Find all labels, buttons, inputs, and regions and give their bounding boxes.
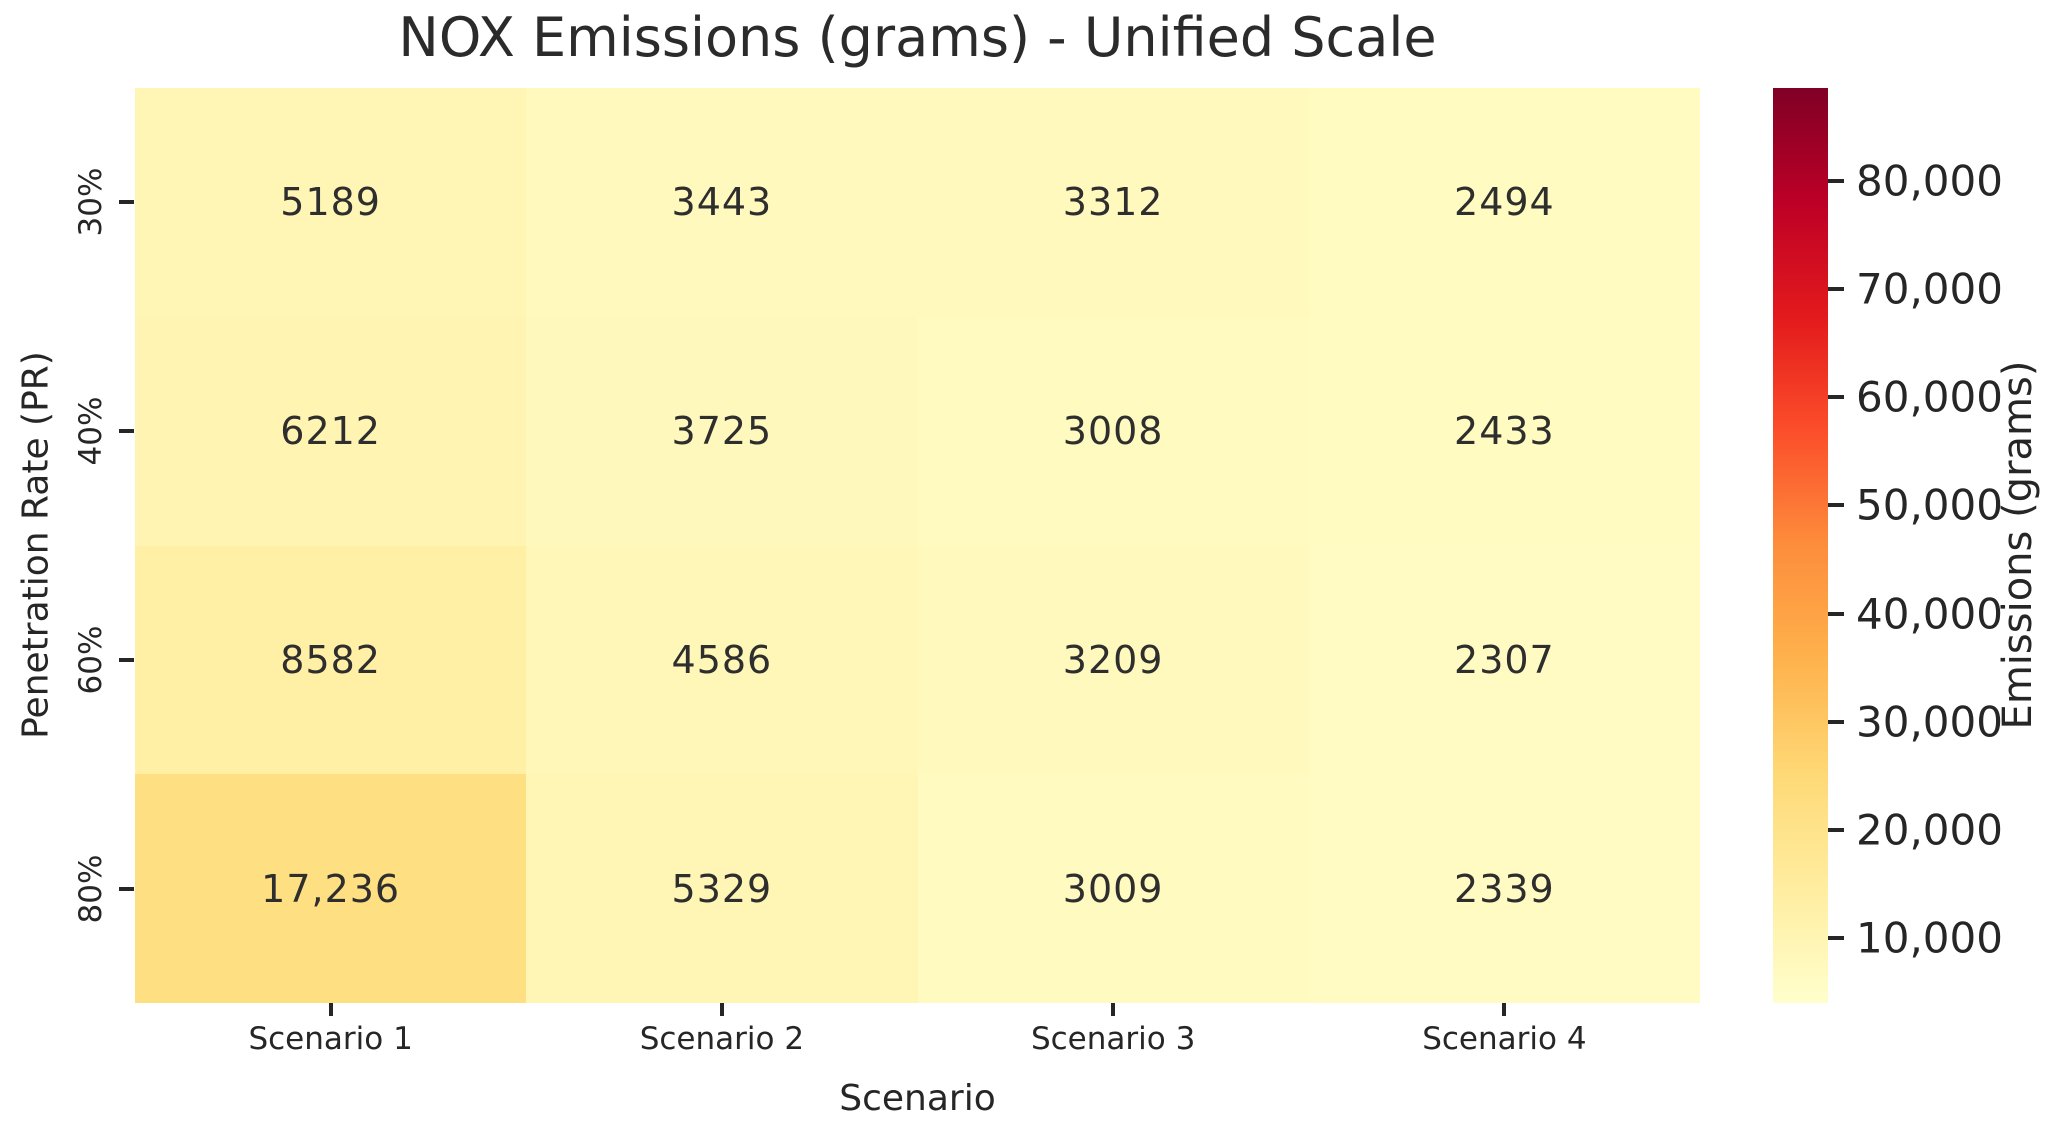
y-tick-label: 40% (73, 396, 109, 466)
cell-value-label: 3008 (1062, 409, 1164, 454)
colorbar-gradient (1773, 88, 1828, 1003)
cell-value-label: 5189 (280, 180, 381, 225)
cell-value-label: 2307 (1454, 637, 1555, 682)
colorbar-tick-mark (1828, 503, 1844, 508)
heatmap-plot-area: 5189 3443 3312 2494 6212 3725 3008 2433 8582 4586… (135, 88, 1700, 1003)
x-tick-mark (1111, 1003, 1116, 1016)
heatmap-cell: 2339 (1308, 774, 1700, 1003)
heatmap-cell: 3443 (526, 88, 918, 317)
heatmap-cell: 8582 (135, 545, 527, 775)
x-tick-label: Scenario 3 (1030, 1021, 1196, 1057)
colorbar-tick-mark (1828, 611, 1844, 616)
cell-value-label: 17,236 (261, 866, 401, 911)
y-tick-mark (119, 657, 134, 662)
x-tick-mark (1502, 1003, 1507, 1016)
heatmap-cell: 3725 (526, 316, 918, 546)
colorbar-tick-mark (1828, 179, 1844, 183)
heatmap-cell: 3312 (917, 88, 1309, 317)
x-tick-mark (719, 1003, 724, 1016)
chart-title: NOX Emissions (grams) - Unified Scale (398, 6, 1437, 69)
colorbar-tick-label: 50,000 (1856, 480, 2003, 530)
heatmap-cell: 2307 (1308, 545, 1700, 775)
colorbar-tick-label: 20,000 (1856, 805, 2003, 855)
heatmap-cell: 5189 (135, 88, 527, 317)
cell-value-label: 3009 (1062, 866, 1164, 911)
y-tick-mark (119, 200, 134, 205)
y-tick-mark (119, 429, 134, 434)
colorbar-tick-label: 80,000 (1856, 156, 2003, 206)
heatmap-cell: 5329 (526, 774, 918, 1003)
x-tick-label: Scenario 2 (639, 1021, 805, 1057)
y-axis-title: Penetration Rate (PR) (15, 351, 57, 739)
cell-value-label: 2339 (1454, 866, 1555, 911)
colorbar-tick-label: 60,000 (1856, 372, 2003, 422)
heatmap-cell: 3008 (917, 316, 1309, 546)
colorbar-tick-mark (1828, 936, 1844, 941)
cell-value-label: 2433 (1454, 409, 1555, 454)
heatmap-cell: 3009 (917, 774, 1309, 1003)
y-tick-label: 80% (73, 854, 109, 924)
cell-value-label: 4586 (671, 637, 773, 682)
colorbar-tick-mark (1828, 395, 1844, 400)
heatmap-cell: 6212 (135, 316, 527, 546)
y-tick-label: 30% (73, 167, 109, 237)
colorbar-tick-label: 40,000 (1856, 589, 2003, 639)
cell-value-label: 8582 (280, 637, 381, 682)
y-tick-label: 60% (73, 625, 109, 695)
colorbar-tick-label: 30,000 (1856, 697, 2003, 747)
heatmap-cell: 3209 (917, 545, 1309, 775)
colorbar-tick-label: 10,000 (1856, 913, 2003, 963)
heatmap-cell: 2433 (1308, 316, 1700, 546)
cell-value-label: 3725 (671, 409, 773, 454)
colorbar-tick-label: 70,000 (1856, 264, 2003, 314)
cell-value-label: 3209 (1062, 637, 1164, 682)
cell-value-label: 3443 (671, 180, 773, 225)
x-tick-label: Scenario 4 (1422, 1021, 1587, 1057)
cell-value-label: 5329 (671, 866, 773, 911)
cell-value-label: 3312 (1062, 180, 1164, 225)
cell-value-label: 2494 (1454, 180, 1555, 225)
heatmap-cell: 2494 (1308, 88, 1700, 317)
colorbar-tick-mark (1828, 827, 1844, 832)
x-tick-mark (328, 1003, 333, 1016)
x-tick-label: Scenario 1 (248, 1021, 413, 1057)
colorbar-tick-mark (1828, 287, 1844, 292)
heatmap-cell: 17,236 (135, 774, 527, 1003)
x-axis-title: Scenario (839, 1078, 996, 1119)
colorbar-tick-mark (1828, 719, 1844, 724)
colorbar-title: Emissions (grams) (1995, 360, 2041, 730)
y-tick-mark (119, 886, 134, 891)
heatmap-cell: 4586 (526, 545, 918, 775)
cell-value-label: 6212 (280, 409, 381, 454)
